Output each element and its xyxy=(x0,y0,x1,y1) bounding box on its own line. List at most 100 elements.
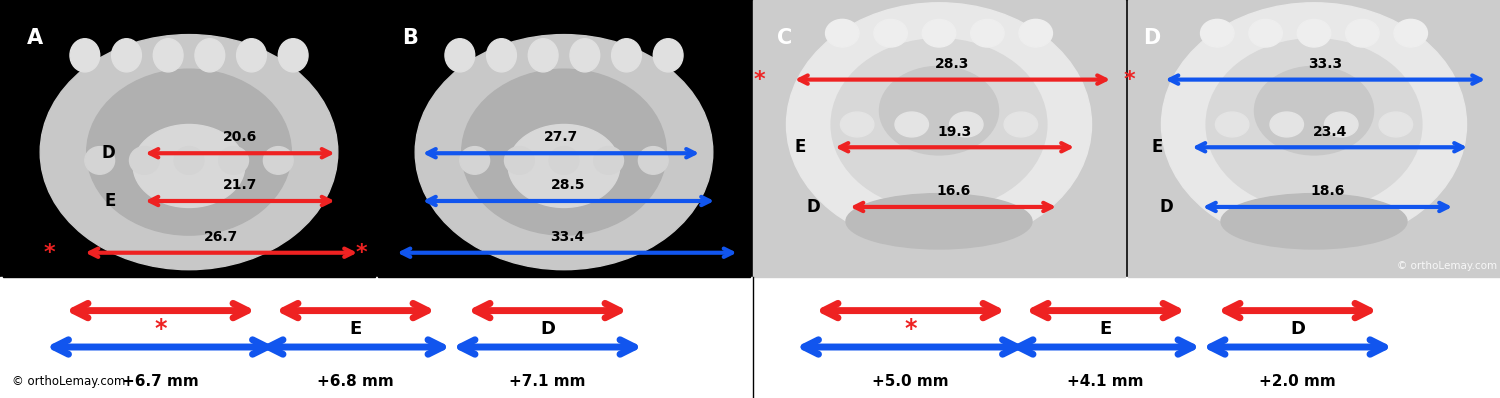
Text: E: E xyxy=(1100,320,1112,338)
Ellipse shape xyxy=(612,39,642,72)
Text: A: A xyxy=(27,28,44,48)
Bar xyxy=(3,0,375,277)
Text: 16.6: 16.6 xyxy=(936,184,970,198)
Bar xyxy=(753,0,1125,277)
Ellipse shape xyxy=(446,39,474,72)
Text: 33.4: 33.4 xyxy=(550,230,584,244)
Ellipse shape xyxy=(279,39,308,72)
Ellipse shape xyxy=(1206,39,1422,210)
Text: E: E xyxy=(1150,138,1162,156)
Ellipse shape xyxy=(129,146,159,174)
Ellipse shape xyxy=(1378,112,1413,137)
Ellipse shape xyxy=(786,3,1092,246)
Ellipse shape xyxy=(219,146,249,174)
Ellipse shape xyxy=(594,146,624,174)
Ellipse shape xyxy=(1254,66,1374,155)
Ellipse shape xyxy=(922,20,956,47)
Ellipse shape xyxy=(174,146,204,174)
Ellipse shape xyxy=(840,112,874,137)
Ellipse shape xyxy=(86,146,114,174)
Ellipse shape xyxy=(528,39,558,72)
Ellipse shape xyxy=(237,39,267,72)
Text: *: * xyxy=(154,317,166,341)
Text: C: C xyxy=(777,28,792,48)
Text: *: * xyxy=(753,70,765,90)
Text: E: E xyxy=(350,320,361,338)
Ellipse shape xyxy=(70,39,99,72)
Ellipse shape xyxy=(111,39,141,72)
Text: 28.3: 28.3 xyxy=(936,57,969,71)
Ellipse shape xyxy=(40,35,338,270)
Ellipse shape xyxy=(570,39,600,72)
Ellipse shape xyxy=(1161,3,1467,246)
Ellipse shape xyxy=(1298,20,1330,47)
Text: 19.3: 19.3 xyxy=(938,125,972,139)
Ellipse shape xyxy=(460,146,489,174)
Ellipse shape xyxy=(486,39,516,72)
Text: +6.7 mm: +6.7 mm xyxy=(122,373,200,388)
Ellipse shape xyxy=(1270,112,1304,137)
Text: E: E xyxy=(794,138,806,156)
Text: 26.7: 26.7 xyxy=(204,230,238,244)
Ellipse shape xyxy=(950,112,982,137)
Text: +5.0 mm: +5.0 mm xyxy=(871,373,950,388)
Text: 33.3: 33.3 xyxy=(1308,57,1342,71)
Ellipse shape xyxy=(831,39,1047,210)
Text: D: D xyxy=(1143,28,1161,48)
Text: +6.8 mm: +6.8 mm xyxy=(316,373,394,388)
Text: D: D xyxy=(540,320,555,338)
Bar xyxy=(378,0,750,277)
Ellipse shape xyxy=(549,146,579,174)
Ellipse shape xyxy=(825,20,860,47)
Text: © orthoLemay.com: © orthoLemay.com xyxy=(1396,261,1497,271)
Ellipse shape xyxy=(87,69,291,235)
Ellipse shape xyxy=(1250,20,1282,47)
Text: 21.7: 21.7 xyxy=(224,178,256,192)
Text: +7.1 mm: +7.1 mm xyxy=(509,373,585,388)
Ellipse shape xyxy=(1346,20,1378,47)
Ellipse shape xyxy=(874,20,908,47)
Ellipse shape xyxy=(1324,112,1358,137)
Text: D: D xyxy=(1290,320,1305,338)
Text: © orthoLemay.com: © orthoLemay.com xyxy=(12,375,126,388)
Ellipse shape xyxy=(879,66,999,155)
Ellipse shape xyxy=(1394,20,1428,47)
Text: +2.0 mm: +2.0 mm xyxy=(1258,373,1336,388)
Ellipse shape xyxy=(264,146,292,174)
Ellipse shape xyxy=(1019,20,1053,47)
Text: E: E xyxy=(381,192,393,210)
Ellipse shape xyxy=(1215,112,1249,137)
Text: D: D xyxy=(1160,198,1173,216)
Text: +4.1 mm: +4.1 mm xyxy=(1068,373,1143,388)
Ellipse shape xyxy=(462,69,666,235)
Text: *: * xyxy=(356,243,368,263)
Ellipse shape xyxy=(970,20,1004,47)
Ellipse shape xyxy=(416,35,712,270)
Ellipse shape xyxy=(134,125,244,207)
Ellipse shape xyxy=(1200,20,1234,47)
Text: E: E xyxy=(104,192,116,210)
Text: B: B xyxy=(402,28,418,48)
Text: 18.6: 18.6 xyxy=(1311,184,1344,198)
Bar xyxy=(0,277,1500,398)
Text: *: * xyxy=(44,243,55,263)
Text: 23.4: 23.4 xyxy=(1312,125,1347,139)
Ellipse shape xyxy=(1221,193,1407,249)
Text: *: * xyxy=(1124,70,1136,90)
Ellipse shape xyxy=(509,125,620,207)
Ellipse shape xyxy=(896,112,928,137)
Text: D: D xyxy=(102,144,116,162)
Ellipse shape xyxy=(195,39,225,72)
Text: 28.5: 28.5 xyxy=(552,178,585,192)
Text: D: D xyxy=(380,144,393,162)
Ellipse shape xyxy=(639,146,668,174)
Text: D: D xyxy=(807,198,820,216)
Ellipse shape xyxy=(153,39,183,72)
Ellipse shape xyxy=(1004,112,1038,137)
Ellipse shape xyxy=(846,193,1032,249)
Text: 20.6: 20.6 xyxy=(224,131,256,144)
Bar xyxy=(1128,0,1500,277)
Ellipse shape xyxy=(504,146,534,174)
Text: *: * xyxy=(904,317,916,341)
Ellipse shape xyxy=(654,39,682,72)
